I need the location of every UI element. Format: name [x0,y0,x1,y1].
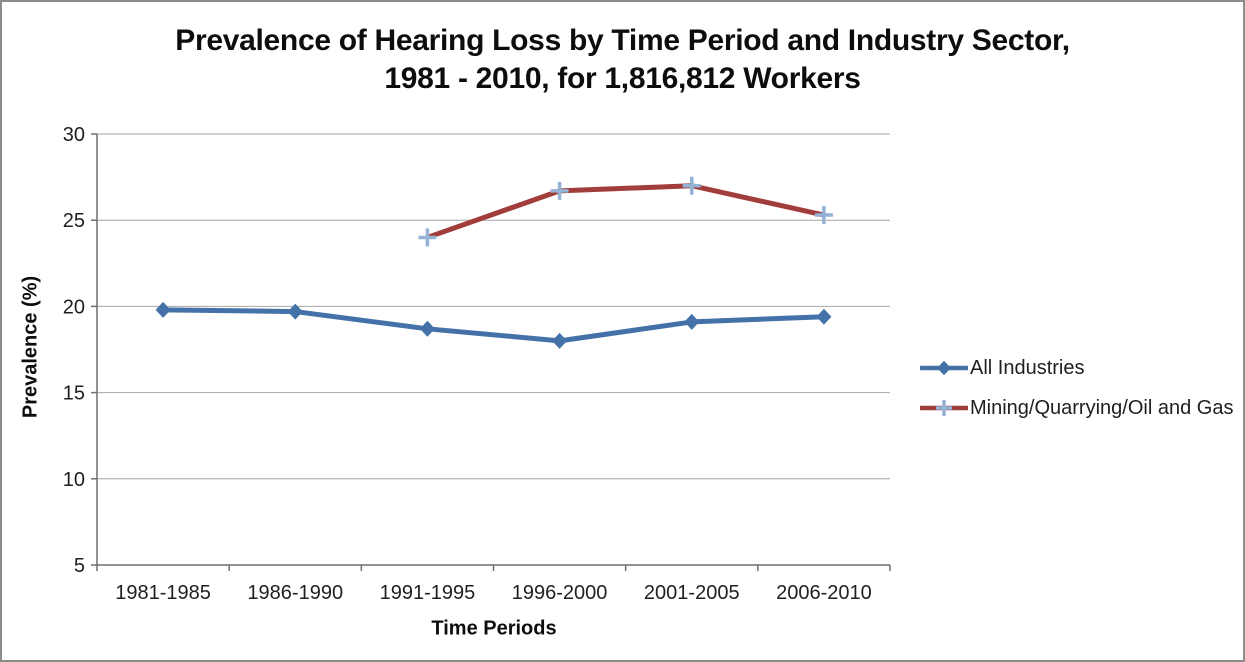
chart-title-line2: 1981 - 2010, for 1,816,812 Workers [384,62,861,95]
x-tick-label: 2006-2010 [776,582,872,604]
diamond-marker [816,308,832,325]
x-tick-label: 1996-2000 [512,582,608,604]
y-axis-title: Prevalence (%) [19,275,42,419]
diamond-marker [287,303,303,320]
legend-key-diamond-icon [920,360,968,376]
x-tick-label: 1991-1995 [380,582,476,604]
y-tick-label: 15 [63,383,85,405]
diamond-marker [155,301,171,318]
chart-title: Prevalence of Hearing Loss by Time Perio… [0,22,1245,98]
y-tick-label: 30 [63,124,85,146]
x-tick-label: 2001-2005 [644,582,740,604]
y-tick-label: 10 [63,469,85,491]
legend-label: Mining/Quarrying/Oil and Gas [970,396,1234,419]
legend-label: All Industries [970,356,1085,379]
y-tick-label: 20 [63,296,85,318]
y-tick-label: 5 [74,555,85,577]
x-axis-title: Time Periods [431,617,557,640]
diamond-marker [684,313,700,330]
diamond-marker [937,360,951,376]
x-tick-label: 1981-1985 [115,582,211,604]
diamond-marker [419,320,435,337]
legend-item: All Industries [920,348,1233,388]
y-tick-label: 25 [63,210,85,232]
legend: All Industries Mining/Quarrying/Oil and G… [920,348,1233,428]
legend-item: Mining/Quarrying/Oil and Gas [920,388,1233,428]
x-tick-label: 1986-1990 [247,582,343,604]
series-line-mining-quarrying-oil-and-gas [424,183,827,240]
chart-title-line1: Prevalence of Hearing Loss by Time Perio… [175,24,1070,57]
legend-key-plus-icon [920,399,968,417]
diamond-marker [552,332,568,349]
series-line-all-industries [160,307,827,344]
